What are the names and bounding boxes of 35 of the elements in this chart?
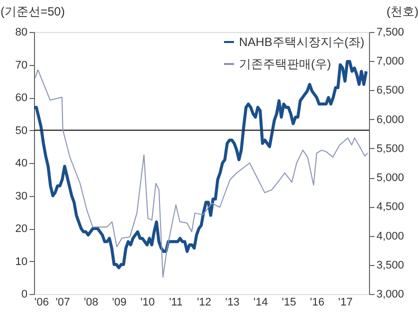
legend-label: NAHB주택시장지수(좌) (239, 35, 364, 49)
y-tick-label: 80 (15, 26, 28, 38)
y-tick-label: 70 (15, 59, 28, 72)
legend-label: 기존주택판매(우) (239, 57, 331, 71)
y2-axis-title: (천호) (386, 4, 418, 18)
x-tick-label: '14 (253, 296, 268, 308)
y2-tick-label: 4,500 (376, 201, 404, 214)
y2-tick-label: 5,500 (376, 142, 404, 155)
x-tick-label: '07 (56, 296, 70, 308)
x-tick-label: '15 (282, 296, 296, 308)
y-tick-label: 60 (15, 92, 28, 104)
y-tick-label: 40 (15, 158, 28, 170)
y-tick-label: 20 (15, 223, 28, 235)
x-tick-label: '08 (84, 296, 98, 308)
y2-tick-label: 6,000 (376, 114, 404, 126)
x-tick-label: '10 (140, 296, 155, 308)
y-axis-title: (기준선=50) (0, 4, 65, 18)
x-tick-label: '16 (310, 296, 324, 308)
y2-tick-label: 3,000 (376, 288, 404, 300)
x-tick-label: '06 (34, 296, 49, 308)
x-tick-label: '09 (112, 296, 126, 308)
y2-tick-label: 5,000 (376, 172, 404, 184)
y-tick-label: 0 (21, 288, 28, 300)
y-tick-label: 30 (15, 190, 28, 202)
y2-tick-label: 6,500 (376, 84, 404, 97)
y2-tick-label: 7,500 (376, 26, 404, 38)
x-tick-label: '12 (196, 296, 212, 308)
x-tick-label: '17 (338, 296, 353, 308)
y-tick-label: 10 (15, 256, 28, 268)
y2-tick-label: 4,000 (376, 230, 404, 242)
y2-tick-label: 7,000 (376, 56, 404, 68)
y-tick-label: 50 (15, 124, 28, 137)
y2-tick-label: 3,500 (376, 259, 404, 272)
x-tick-label: '11 (169, 296, 183, 308)
x-tick-label: '13 (225, 296, 240, 308)
